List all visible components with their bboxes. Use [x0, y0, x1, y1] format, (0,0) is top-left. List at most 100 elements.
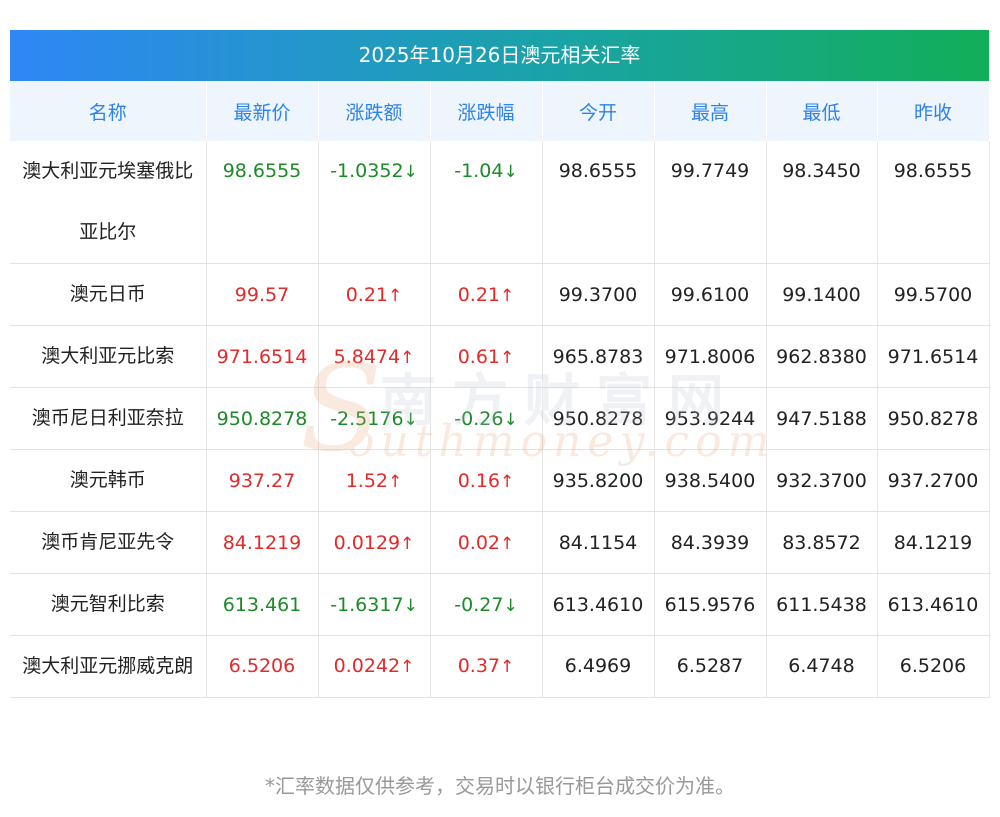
arrow-up-icon: ↑: [500, 347, 515, 368]
cell-low: 6.4748: [766, 635, 878, 698]
column-header: 最低: [766, 81, 878, 141]
cell-high: 953.9244: [654, 387, 767, 450]
arrow-up-icon: ↑: [388, 471, 403, 492]
cell-latest-value: 950.8278: [216, 407, 308, 430]
cell-latest: 84.1219: [206, 511, 319, 574]
cell-low-value: 98.3450: [782, 160, 861, 182]
cell-latest-value: 971.6514: [216, 345, 308, 368]
currency-pair-name: 澳币肯尼亚先令: [10, 511, 207, 574]
cell-pct: 0.16↑: [430, 449, 543, 512]
cell-change-value: 5.8474: [333, 345, 401, 368]
arrow-down-icon: ↓: [403, 162, 418, 182]
cell-change-value: -1.6317: [330, 593, 404, 616]
arrow-down-icon: ↓: [403, 595, 418, 616]
column-header: 涨跌幅: [430, 81, 543, 141]
arrow-up-icon: ↑: [500, 285, 515, 306]
cell-low: 962.8380: [766, 325, 878, 388]
table-row: 澳大利亚元比索 971.6514 5.8474↑ 0.61↑ 965.8783 971.8…: [10, 325, 990, 388]
cell-prev-value: 613.4610: [887, 593, 979, 616]
cell-pct: 0.61↑: [430, 325, 543, 388]
table-row: 澳元韩币 937.27 1.52↑ 0.16↑ 935.8200 938.5400 932.…: [10, 449, 990, 512]
cell-prev-value: 84.1219: [893, 531, 973, 554]
cell-change: -1.6317↓: [318, 573, 431, 636]
table-row: 澳大利亚元埃塞俄比亚比尔 98.6555 -1.0352↓ -1.04↓ 98.6555…: [10, 141, 990, 264]
cell-pct-value: 0.61: [457, 345, 501, 368]
cell-high: 99.7749: [654, 141, 767, 264]
cell-change: 0.21↑: [318, 263, 431, 326]
cell-pct: 0.02↑: [430, 511, 543, 574]
cell-open-value: 99.3700: [558, 283, 638, 306]
cell-latest: 613.461: [206, 573, 319, 636]
cell-prev-value: 950.8278: [887, 407, 979, 430]
cell-latest-value: 84.1219: [222, 531, 302, 554]
currency-pair-name: 澳大利亚元埃塞俄比亚比尔: [10, 141, 207, 264]
arrow-down-icon: ↓: [503, 595, 518, 616]
cell-open-value: 965.8783: [552, 345, 644, 368]
disclaimer-note: *汇率数据仅供参考，交易时以银行柜台成交价为准。: [265, 774, 735, 798]
cell-change-value: 0.0242: [333, 655, 401, 677]
cell-open-value: 98.6555: [558, 160, 638, 182]
arrow-up-icon: ↑: [500, 471, 515, 492]
currency-pair-name: 澳元日币: [10, 263, 207, 326]
cell-open: 6.4969: [542, 635, 655, 698]
cell-change-value: 0.21: [345, 283, 389, 306]
table-title: 2025年10月26日澳元相关汇率: [10, 30, 989, 81]
cell-open-value: 935.8200: [552, 469, 644, 492]
cell-prev-value: 99.5700: [893, 283, 973, 306]
table-body: 澳大利亚元埃塞俄比亚比尔 98.6555 -1.0352↓ -1.04↓ 98.6555…: [10, 141, 990, 698]
cell-high: 84.3939: [654, 511, 767, 574]
cell-low-value: 947.5188: [776, 407, 867, 430]
cell-high-value: 84.3939: [670, 531, 750, 554]
cell-low-value: 932.3700: [776, 469, 867, 492]
cell-low: 98.3450: [766, 141, 878, 264]
cell-prev: 613.4610: [877, 573, 990, 636]
arrow-up-icon: ↑: [400, 347, 415, 368]
cell-prev: 6.5206: [877, 635, 990, 698]
cell-pct-value: -0.26: [454, 407, 504, 430]
column-header: 名称: [10, 81, 207, 141]
column-header: 最新价: [206, 81, 319, 141]
cell-open: 613.4610: [542, 573, 655, 636]
table-row: 澳元日币 99.57 0.21↑ 0.21↑ 99.3700 99.6100 99.1400…: [10, 263, 990, 326]
cell-open: 950.8278: [542, 387, 655, 450]
arrow-down-icon: ↓: [503, 162, 518, 182]
column-header: 昨收: [877, 81, 990, 141]
header-row: 名称 最新价 涨跌额 涨跌幅 今开 最高 最低 昨收: [10, 81, 990, 141]
cell-change: 1.52↑: [318, 449, 431, 512]
cell-prev-value: 971.6514: [887, 345, 979, 368]
cell-pct-value: -0.27: [454, 593, 504, 616]
cell-change: -1.0352↓: [318, 141, 431, 264]
cell-latest: 98.6555: [206, 141, 319, 264]
cell-change-value: 0.0129: [333, 531, 401, 554]
cell-pct-value: 0.21: [457, 283, 501, 306]
cell-high-value: 6.5287: [676, 655, 744, 677]
cell-open-value: 84.1154: [558, 531, 638, 554]
cell-open: 965.8783: [542, 325, 655, 388]
cell-high-value: 971.8006: [664, 345, 756, 368]
currency-pair-name: 澳币尼日利亚奈拉: [10, 387, 207, 450]
cell-change-value: 1.52: [345, 469, 389, 492]
cell-pct: 0.37↑: [430, 635, 543, 698]
cell-low-value: 83.8572: [782, 531, 861, 554]
cell-pct: -0.27↓: [430, 573, 543, 636]
arrow-up-icon: ↑: [388, 285, 403, 306]
currency-pair-name: 澳大利亚元比索: [10, 325, 207, 388]
column-header: 最高: [654, 81, 767, 141]
cell-change: -2.5176↓: [318, 387, 431, 450]
cell-open: 98.6555: [542, 141, 655, 264]
cell-latest: 950.8278: [206, 387, 319, 450]
cell-prev: 950.8278: [877, 387, 990, 450]
cell-pct-value: 0.37: [457, 655, 501, 677]
currency-pair-name: 澳元韩币: [10, 449, 207, 512]
arrow-down-icon: ↓: [503, 409, 518, 430]
cell-low-value: 99.1400: [782, 283, 861, 306]
cell-latest: 6.5206: [206, 635, 319, 698]
cell-prev-value: 6.5206: [899, 655, 967, 677]
cell-low: 83.8572: [766, 511, 878, 574]
arrow-up-icon: ↑: [500, 533, 515, 554]
cell-pct-value: 0.02: [457, 531, 501, 554]
cell-pct: -1.04↓: [430, 141, 543, 264]
arrow-down-icon: ↓: [403, 409, 418, 430]
cell-pct: 0.21↑: [430, 263, 543, 326]
cell-high-value: 953.9244: [664, 407, 756, 430]
